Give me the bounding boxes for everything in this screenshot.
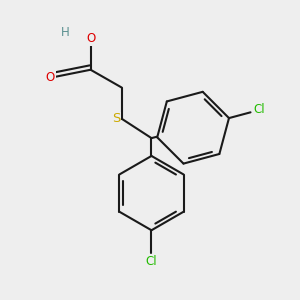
Text: Cl: Cl [146, 255, 157, 268]
Text: S: S [112, 112, 121, 125]
Text: O: O [86, 32, 95, 45]
Text: O: O [46, 71, 55, 84]
Text: Cl: Cl [254, 103, 265, 116]
Text: H: H [61, 26, 70, 39]
